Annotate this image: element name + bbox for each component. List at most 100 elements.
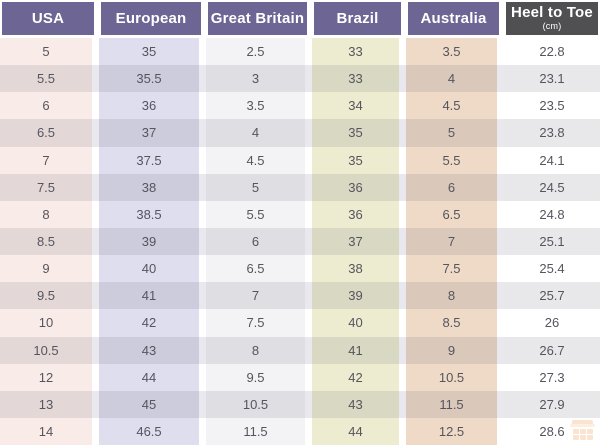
table-cell: 24.8 xyxy=(504,200,600,228)
table-cell: 4 xyxy=(206,119,305,147)
table-cell: 7.5 xyxy=(406,255,497,283)
column-header-label: European xyxy=(115,9,187,27)
table-cell: 23.8 xyxy=(504,119,600,147)
table-cell: 7.5 xyxy=(0,173,92,201)
table-cell: 22.8 xyxy=(504,38,600,66)
column-header-unit: (cm) xyxy=(542,21,562,32)
table-cell: 6.5 xyxy=(406,200,497,228)
table-cell: 44 xyxy=(312,417,399,445)
table-cell: 33 xyxy=(312,65,399,93)
column-header-heel-to-toe: Heel to Toe (cm) xyxy=(506,2,598,35)
table-cell: 3.5 xyxy=(206,92,305,120)
table-row: 10 42 7.5 40 8.5 26 xyxy=(0,309,600,337)
table-cell: 37 xyxy=(312,227,399,256)
table-cell: 9 xyxy=(0,255,92,283)
table-cell: 26 xyxy=(504,309,600,337)
table-cell: 25.7 xyxy=(504,282,600,310)
table-cell: 11.5 xyxy=(406,390,497,418)
table-cell: 10.5 xyxy=(0,336,92,364)
table-cell: 24.1 xyxy=(504,146,600,174)
table-row: 9.5 41 7 39 8 25.7 xyxy=(0,282,600,310)
table-cell: 28.6 xyxy=(504,417,600,445)
table-cell: 25.4 xyxy=(504,255,600,283)
table-row: 8.5 39 6 37 7 25.1 xyxy=(0,227,600,256)
table-cell: 39 xyxy=(312,282,399,310)
table-cell: 5 xyxy=(0,38,92,66)
column-header-label: Australia xyxy=(420,9,487,27)
table-cell: 14 xyxy=(0,417,92,445)
table-cell: 39 xyxy=(99,227,199,256)
table-cell: 36 xyxy=(99,92,199,120)
table-cell: 43 xyxy=(312,390,399,418)
column-header-brazil: Brazil xyxy=(314,2,401,35)
table-cell: 8 xyxy=(206,336,305,364)
table-cell: 27.3 xyxy=(504,363,600,391)
table-cell: 3.5 xyxy=(406,38,497,66)
table-cell: 12.5 xyxy=(406,417,497,445)
table-cell: 6.5 xyxy=(206,255,305,283)
table-row: 14 46.5 11.5 44 12.5 28.6 xyxy=(0,417,600,445)
column-header-label: Heel to Toe xyxy=(511,4,593,22)
table-cell: 35 xyxy=(312,119,399,147)
table-cell: 13 xyxy=(0,390,92,418)
table-row: 13 45 10.5 43 11.5 27.9 xyxy=(0,390,600,418)
table-cell: 12 xyxy=(0,363,92,391)
table-cell: 42 xyxy=(99,309,199,337)
table-cell: 8.5 xyxy=(406,309,497,337)
table-cell: 6 xyxy=(406,173,497,201)
table-cell: 41 xyxy=(99,282,199,310)
table-cell: 9.5 xyxy=(206,363,305,391)
table-cell: 38 xyxy=(99,173,199,201)
table-cell: 38.5 xyxy=(99,200,199,228)
table-row: 9 40 6.5 38 7.5 25.4 xyxy=(0,255,600,283)
table-cell: 40 xyxy=(312,309,399,337)
column-header-label: Great Britain xyxy=(210,9,305,27)
table-cell: 9 xyxy=(406,336,497,364)
table-cell: 42 xyxy=(312,363,399,391)
table-cell: 34 xyxy=(312,92,399,120)
column-header-label: Brazil xyxy=(336,9,379,27)
table-cell: 6 xyxy=(206,227,305,256)
table-header-row: USA European Great Britain Brazil Austra… xyxy=(2,2,598,35)
table-cell: 44 xyxy=(99,363,199,391)
table-row: 8 38.5 5.5 36 6.5 24.8 xyxy=(0,200,600,228)
table-row: 6.5 37 4 35 5 23.8 xyxy=(0,119,600,147)
table-cell: 7 xyxy=(206,282,305,310)
table-row: 6 36 3.5 34 4.5 23.5 xyxy=(0,92,600,120)
table-cell: 4.5 xyxy=(406,92,497,120)
table-cell: 3 xyxy=(206,65,305,93)
table-cell: 9.5 xyxy=(0,282,92,310)
table-cell: 43 xyxy=(99,336,199,364)
table-cell: 2.5 xyxy=(206,38,305,66)
table-row: 7 37.5 4.5 35 5.5 24.1 xyxy=(0,146,600,174)
table-cell: 46.5 xyxy=(99,417,199,445)
table-cell: 8 xyxy=(406,282,497,310)
table-cell: 5.5 xyxy=(206,200,305,228)
column-header-usa: USA xyxy=(2,2,94,35)
table-cell: 4.5 xyxy=(206,146,305,174)
table-cell: 8 xyxy=(0,200,92,228)
table-row: 12 44 9.5 42 10.5 27.3 xyxy=(0,363,600,391)
table-cell: 7 xyxy=(0,146,92,174)
table-cell: 35 xyxy=(99,38,199,66)
table-cell: 8.5 xyxy=(0,227,92,256)
column-header-australia: Australia xyxy=(408,2,499,35)
table-cell: 38 xyxy=(312,255,399,283)
table-cell: 6 xyxy=(0,92,92,120)
table-cell: 35.5 xyxy=(99,65,199,93)
table-cell: 27.9 xyxy=(504,390,600,418)
table-row: 5 35 2.5 33 3.5 22.8 xyxy=(0,38,600,66)
table-cell: 37 xyxy=(99,119,199,147)
table-cell: 5 xyxy=(206,173,305,201)
table-row: 5.5 35.5 3 33 4 23.1 xyxy=(0,65,600,93)
table-cell: 5.5 xyxy=(406,146,497,174)
table-cell: 37.5 xyxy=(99,146,199,174)
table-row: 10.5 43 8 41 9 26.7 xyxy=(0,336,600,364)
table-cell: 10.5 xyxy=(206,390,305,418)
table-cell: 7 xyxy=(406,227,497,256)
table-cell: 5 xyxy=(406,119,497,147)
table-cell: 25.1 xyxy=(504,227,600,256)
table-cell: 36 xyxy=(312,173,399,201)
column-header-great-britain: Great Britain xyxy=(208,2,307,35)
